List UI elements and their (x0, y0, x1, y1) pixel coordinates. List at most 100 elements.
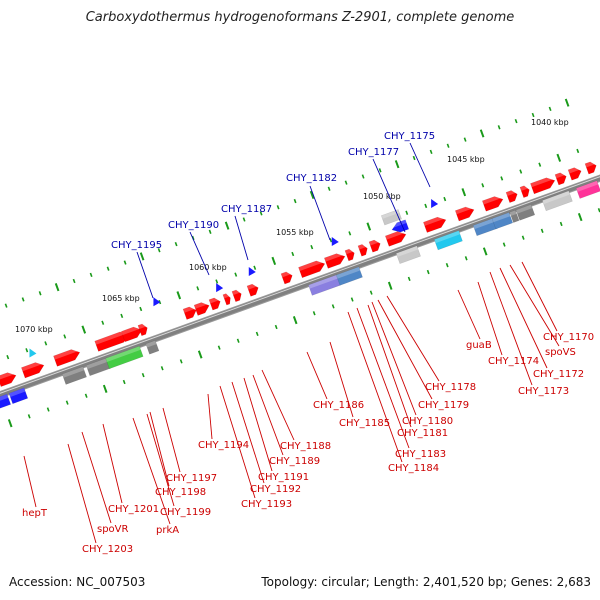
gene-red-upper-23-shine (519, 184, 529, 191)
gene-colored-lower-1-shape (8, 387, 29, 405)
kbp-label-3: 1055 kbp (276, 228, 314, 237)
gene-tick-upper (139, 306, 143, 312)
leader-blue-2 (309, 185, 331, 241)
gene-red-upper-2-shape (53, 349, 81, 367)
gene-red-upper-23-shape (519, 185, 530, 198)
gene-tick-lower (217, 345, 221, 350)
leader-red-6 (386, 295, 440, 382)
gene-tick-upper (6, 354, 10, 360)
gene-red-upper-21 (481, 194, 504, 212)
gene-red-upper-17-shine (369, 238, 380, 246)
gene-colored-lower-13 (515, 204, 536, 221)
gene-tick-upper (271, 256, 277, 265)
label-chy_1172: CHY_1172 (533, 369, 584, 380)
gene-red-upper-22-shape (505, 190, 518, 203)
label-chy_1190: CHY_1190 (168, 220, 219, 231)
gene-colored-lower-4 (105, 345, 144, 370)
scale-tick-upper (38, 291, 42, 296)
gene-red-upper-21-shine (482, 194, 503, 205)
gene-red-upper-0-shape (0, 372, 17, 387)
backbone-highlight (0, 176, 600, 394)
label-chy_1174: CHY_1174 (488, 356, 539, 367)
gene-tick-upper (234, 272, 238, 277)
gene-red-upper-17 (368, 238, 381, 253)
gene-red-upper-25 (554, 171, 567, 186)
gene-tick-lower (369, 290, 373, 295)
scale-tick-upper (548, 106, 552, 111)
gene-red-upper-5 (137, 322, 148, 337)
leader-blue-0 (409, 142, 431, 188)
leader-red-9 (367, 304, 412, 428)
genome-title: Carboxydothermus hydrogenoformans Z-2901… (85, 10, 515, 25)
leader-red-18 (219, 385, 256, 499)
gene-red-upper-12-shine (281, 270, 292, 278)
gene-red-upper-11 (246, 282, 259, 297)
gene-red-upper-22 (505, 188, 518, 203)
gene-tick-upper (329, 238, 333, 243)
gene-colored-lower-0 (0, 393, 12, 411)
gene-tick-upper (576, 148, 580, 154)
scale-tick-upper (106, 266, 110, 271)
scale-tick-upper (378, 168, 382, 173)
leader-red-0 (521, 261, 558, 332)
label-spovs: spoVS (545, 347, 576, 358)
gene-red-upper-4-shape (120, 326, 143, 343)
gene-colored-lower-8-shine (396, 245, 419, 257)
gene-tick-lower (540, 228, 544, 233)
label-chy_1203: CHY_1203 (82, 544, 133, 555)
label-chy_1178: CHY_1178 (425, 382, 476, 393)
gene-red-upper-6-shape (182, 306, 197, 320)
gene-tick-lower (482, 247, 488, 256)
gene-red-upper-16 (357, 243, 368, 257)
backbone-line (0, 175, 600, 398)
gene-red-upper-14 (323, 251, 346, 269)
leader-red-13 (306, 351, 328, 400)
gene-red-upper-7-shape (193, 302, 210, 316)
gene-tick-lower (27, 414, 31, 419)
gene-red-upper-27-shape (584, 161, 597, 175)
gene-tick-lower (122, 379, 126, 385)
label-chy_1170: CHY_1170 (543, 332, 594, 343)
scale-tick-upper (293, 198, 297, 204)
leader-red-19 (207, 393, 213, 440)
label-chy_1183: CHY_1183 (395, 449, 446, 460)
scale-tick-upper (361, 174, 365, 179)
gene-red-upper-1-shine (21, 360, 44, 372)
gene-tick-lower (387, 281, 393, 290)
gene-red-upper-22-shine (506, 188, 517, 196)
gene-red-upper-23 (519, 184, 530, 198)
label-prka: prkA (156, 525, 179, 536)
gene-colored-lower-4-shine (105, 346, 141, 363)
gene-colored-lower-14-shape (542, 190, 573, 212)
scale-tick-upper (327, 186, 331, 191)
gene-red-upper-9-shape (222, 293, 231, 306)
label-chy_1177: CHY_1177 (348, 147, 399, 158)
gene-red-upper-15-shine (344, 247, 354, 255)
gene-colored-lower-2-shape (61, 366, 87, 385)
gene-tick-lower (331, 304, 335, 309)
label-guab: guaB (466, 340, 492, 351)
gene-red-upper-13-shine (298, 258, 325, 271)
gene-red-upper-18-shape (384, 231, 407, 247)
gene-red-upper-15-shape (344, 248, 355, 262)
scale-tick-upper (429, 149, 433, 155)
gene-tick-lower (350, 297, 354, 302)
label-chy_1179: CHY_1179 (418, 400, 469, 411)
scale-tick-upper (208, 229, 212, 234)
marker-blue-2 (216, 283, 224, 293)
gene-red-upper-1-shape (21, 362, 45, 379)
leader-red-4 (477, 281, 503, 356)
gene-tick-upper (81, 325, 87, 334)
label-chy_1175: CHY_1175 (384, 131, 435, 142)
gene-colored-lower-5 (145, 340, 160, 355)
leader-red-24 (102, 423, 123, 504)
leader-red-21 (149, 411, 170, 487)
gene-tick-lower (464, 256, 468, 261)
gene-red-upper-11-shape (246, 283, 259, 297)
gene-red-upper-26 (567, 165, 582, 181)
gene-blue-upper-1177-shape (391, 219, 410, 233)
kbp-label-2: 1050 kbp (363, 192, 401, 201)
leader-red-20 (162, 407, 181, 473)
gene-tick-upper (25, 348, 29, 353)
